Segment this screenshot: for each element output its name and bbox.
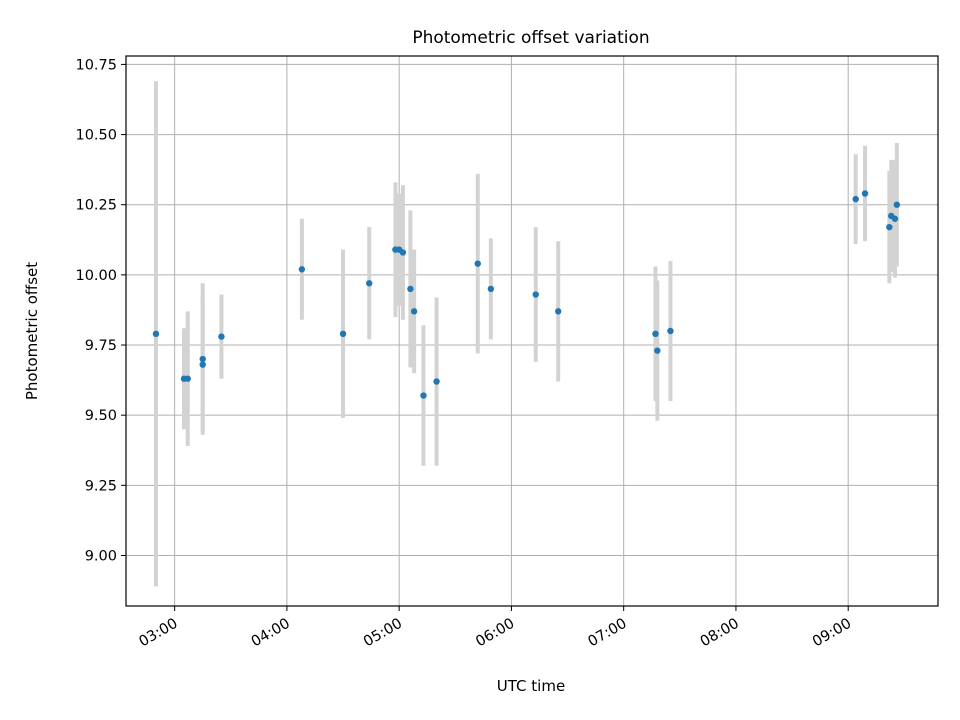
data-point [410, 308, 418, 315]
y-tick-label: 9.50 [85, 408, 117, 424]
grid-lines [126, 56, 938, 606]
y-tick-label: 10.25 [75, 198, 117, 214]
data-point [893, 201, 901, 208]
y-axis-ticks: 9.00 9.25 9.50 9.75 10.00 10.25 10.50 10.75 [75, 57, 126, 564]
data-point [554, 308, 562, 315]
data-point [366, 280, 373, 287]
chart-title: Photometric offset variation [412, 28, 649, 48]
data-point [474, 260, 481, 267]
y-axis-label: Photometric offset [23, 262, 41, 400]
data-point [886, 223, 893, 231]
y-tick-label: 10.75 [75, 57, 117, 73]
data-point [184, 375, 191, 382]
data-point [407, 285, 414, 293]
data-point [199, 361, 206, 368]
data-point [433, 378, 440, 385]
y-tick-label: 10.50 [75, 128, 117, 144]
data-point [487, 285, 495, 293]
y-tick-label: 9.25 [85, 478, 117, 494]
data-points [152, 190, 901, 399]
data-point [852, 195, 859, 203]
y-tick-label: 9.75 [85, 338, 117, 354]
plot-frame [125, 55, 939, 607]
data-point [218, 333, 225, 340]
data-point [298, 266, 306, 273]
data-point [652, 330, 659, 338]
y-tick-label: 10.00 [75, 268, 117, 284]
data-point [891, 215, 899, 222]
data-point [667, 327, 674, 335]
data-point [339, 330, 347, 338]
x-axis-label: UTC time [497, 677, 565, 695]
y-tick-label: 9.00 [85, 548, 117, 564]
data-point [861, 190, 869, 197]
data-point [399, 249, 407, 256]
data-point [420, 392, 427, 399]
data-point [654, 347, 661, 354]
data-point [532, 291, 539, 298]
data-point [152, 330, 160, 338]
data-point [199, 355, 206, 363]
